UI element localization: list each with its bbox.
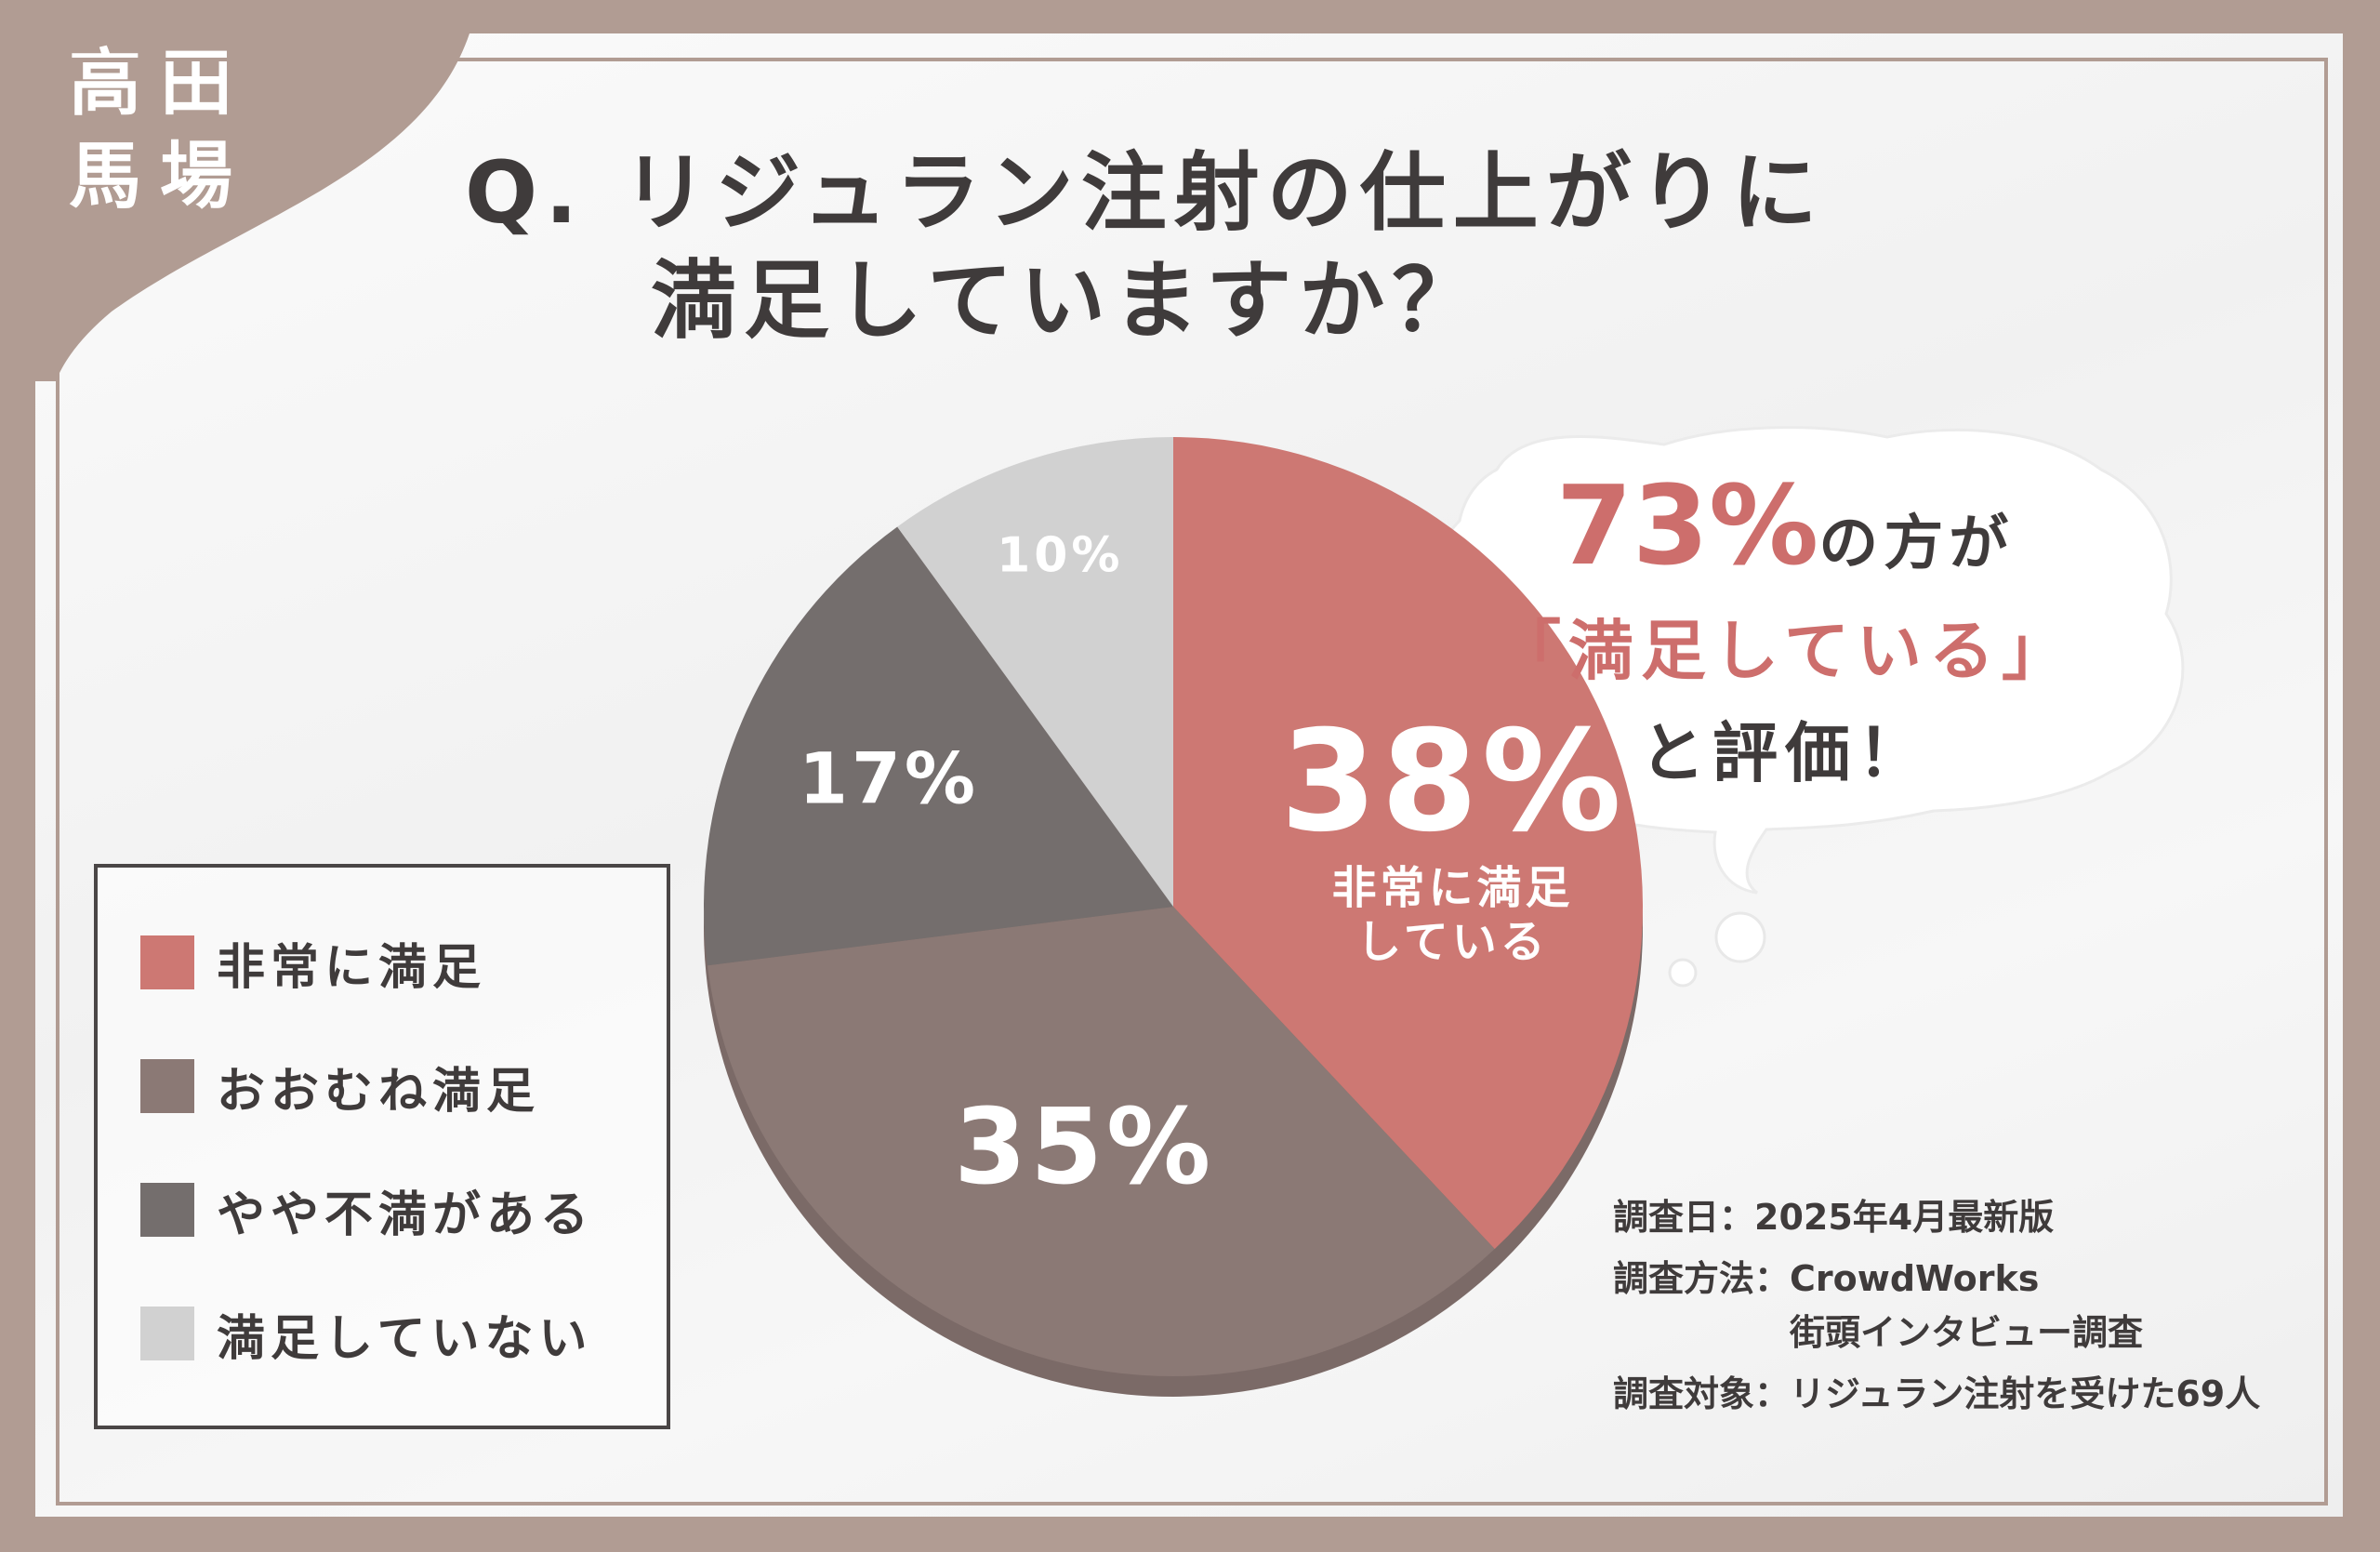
corner-shape [0, 0, 483, 381]
survey-target-value: リジュラン注射を受けた69人 [1790, 1373, 2261, 1414]
logo-char: 田 [159, 42, 232, 126]
bubble-line-1: 73%の方が [1450, 470, 2120, 600]
legend-item: やや不満がある [140, 1177, 595, 1243]
pie-callout-text: 非常に満足 [1331, 862, 1573, 914]
pie-slices [703, 437, 1644, 1397]
pie-slice-label: 38% [1280, 701, 1625, 863]
bubble-line-1-rest: の方が [1818, 510, 2015, 578]
legend-item: 非常に満足 [140, 930, 487, 996]
bubble-dot [1714, 911, 1766, 963]
survey-method-value: CrowdWorks 街頭インタビュー調査 [1790, 1252, 2143, 1360]
pie-slice-label: 17% [799, 737, 979, 820]
survey-method-key: 調査方法： [1613, 1258, 1791, 1299]
bubble-line-3: と評価！ [1640, 715, 1930, 791]
pie-callout-text: している [1356, 916, 1549, 968]
pie-slice [897, 437, 1173, 907]
survey-date-value: 2025年4月最新版 [1754, 1197, 2055, 1238]
bubble-line-2: 「満足している」 [1496, 613, 2074, 689]
survey-method-value-1: CrowdWorks [1790, 1258, 2040, 1299]
legend-item: おおむね満足 [140, 1054, 541, 1120]
question-line-2: 満足していますか？ [651, 251, 1486, 351]
survey-target-key: 調査対象： [1613, 1373, 1791, 1414]
chart-legend: 非常に満足 おおむね満足 やや不満がある 満足していない [94, 864, 670, 1429]
legend-label: おおむね満足 [217, 1063, 541, 1120]
survey-method-row: 調査方法： CrowdWorks 街頭インタビュー調査 [1613, 1252, 2260, 1360]
question-line-1: Q. リジュラン注射の仕上がりに [465, 143, 1825, 243]
legend-swatch [140, 935, 194, 989]
question-title: Q. リジュラン注射の仕上がりに 満足していますか？ [465, 139, 1825, 355]
legend-label: やや不満がある [217, 1187, 595, 1243]
logo-char: 場 [159, 135, 232, 219]
survey-date-key: 調査日： [1613, 1197, 1755, 1238]
survey-target-row: 調査対象： リジュラン注射を受けた69人 [1613, 1367, 2260, 1421]
clinic-logo: 高 田 馬 場 [60, 37, 242, 223]
bubble-percent: 73% [1555, 461, 1819, 590]
survey-date-row: 調査日： 2025年4月最新版 [1613, 1190, 2260, 1244]
legend-item: 満足していない [140, 1301, 593, 1367]
survey-info: 調査日： 2025年4月最新版 調査方法： CrowdWorks 街頭インタビュ… [1613, 1190, 2260, 1421]
bubble-dot [1668, 958, 1698, 988]
legend-swatch [140, 1307, 194, 1360]
pie-slice [707, 907, 1495, 1377]
legend-swatch [140, 1059, 194, 1113]
pie-slice-label: 35% [954, 1087, 1214, 1208]
legend-label: 非常に満足 [217, 939, 487, 996]
speech-bubble-text: 73%の方が 「満足している」 と評価！ [1450, 470, 2120, 804]
pie-slice [703, 526, 1173, 966]
logo-char: 高 [68, 42, 141, 126]
legend-swatch [140, 1183, 194, 1237]
pie-slice [1173, 437, 1644, 1250]
legend-label: 満足していない [217, 1310, 593, 1367]
pie-slice-label: 10% [997, 527, 1123, 583]
survey-method-value-2: 街頭インタビュー調査 [1790, 1312, 2144, 1353]
logo-char: 馬 [68, 135, 141, 219]
